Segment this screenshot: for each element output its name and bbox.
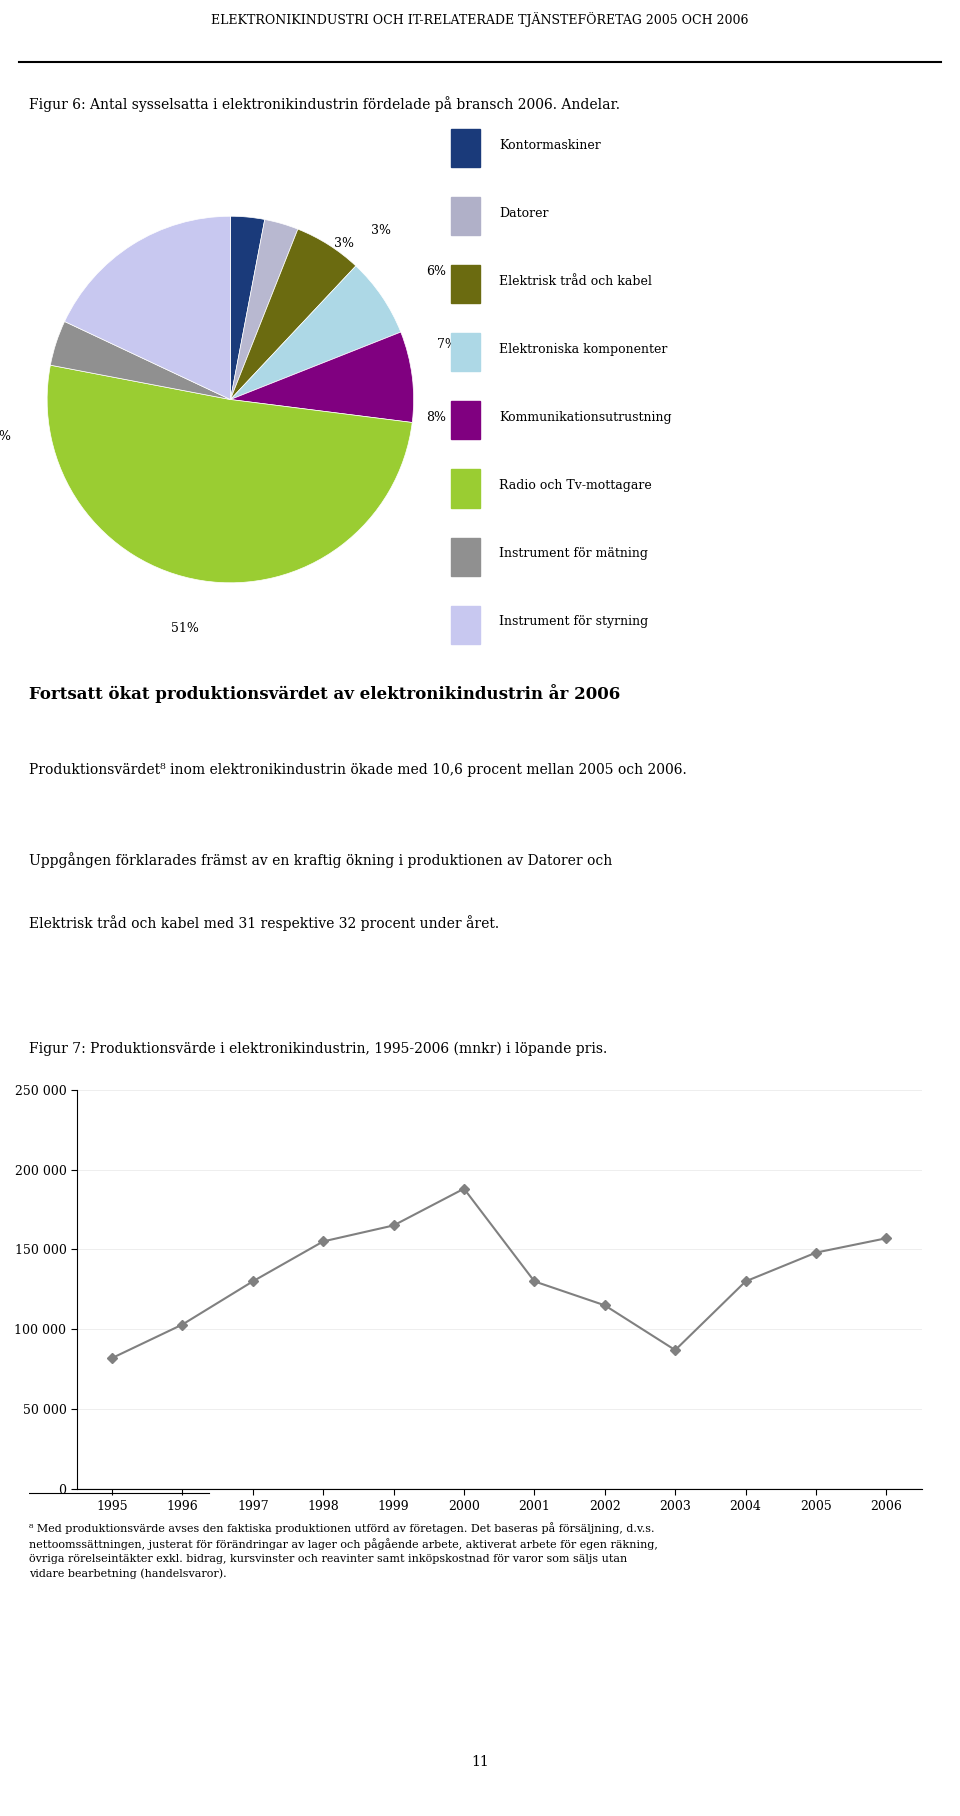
Text: Figur 6: Antal sysselsatta i elektronikindustrin fördelade på bransch 2006. Ande: Figur 6: Antal sysselsatta i elektroniki… — [29, 96, 620, 113]
Bar — [451, 605, 480, 643]
Bar — [451, 538, 480, 576]
Text: 11: 11 — [471, 1754, 489, 1769]
Wedge shape — [64, 216, 230, 400]
Wedge shape — [230, 332, 414, 423]
Bar — [451, 265, 480, 303]
Text: Elektrisk tråd och kabel med 31 respektive 32 procent under året.: Elektrisk tråd och kabel med 31 respekti… — [29, 915, 499, 932]
Wedge shape — [47, 365, 412, 583]
Text: 3%: 3% — [334, 238, 354, 251]
Text: Uppgången förklarades främst av en kraftig ökning i produktionen av Datorer och: Uppgången förklarades främst av en kraft… — [29, 852, 612, 868]
Bar — [451, 470, 480, 507]
Text: ⁸ Med produktionsvärde avses den faktiska produktionen utförd av företagen. Det : ⁸ Med produktionsvärde avses den faktisk… — [29, 1522, 658, 1580]
Text: 51%: 51% — [171, 623, 199, 636]
Text: 8%: 8% — [425, 412, 445, 425]
Bar — [451, 334, 480, 372]
Bar — [451, 129, 480, 167]
Bar — [451, 401, 480, 439]
Text: Radio och Tv-mottagare: Radio och Tv-mottagare — [499, 479, 652, 492]
Text: 3%: 3% — [371, 225, 391, 238]
Text: ELEKTRONIKINDUSTRI OCH IT-RELATERADE TJÄNSTEFÖRETAG 2005 OCH 2006: ELEKTRONIKINDUSTRI OCH IT-RELATERADE TJÄ… — [211, 13, 749, 27]
Text: Elektroniska komponenter: Elektroniska komponenter — [499, 343, 667, 356]
Wedge shape — [230, 216, 265, 400]
Text: 7%: 7% — [437, 338, 457, 350]
Bar — [451, 198, 480, 236]
Text: Produktionsvärdet⁸ inom elektronikindustrin ökade med 10,6 procent mellan 2005 o: Produktionsvärdet⁸ inom elektronikindust… — [29, 763, 686, 777]
Text: Instrument för mätning: Instrument för mätning — [499, 547, 648, 561]
Text: Instrument för styrning: Instrument för styrning — [499, 616, 648, 628]
Text: Kontormaskiner: Kontormaskiner — [499, 138, 601, 153]
Wedge shape — [230, 265, 401, 400]
Text: Fortsatt ökat produktionsvärdet av elektronikindustrin år 2006: Fortsatt ökat produktionsvärdet av elekt… — [29, 685, 620, 703]
Text: Datorer: Datorer — [499, 207, 549, 220]
Wedge shape — [50, 321, 230, 400]
Text: Figur 7: Produktionsvärde i elektronikindustrin, 1995-2006 (mnkr) i löpande pris: Figur 7: Produktionsvärde i elektronikin… — [29, 1042, 607, 1055]
Wedge shape — [230, 229, 356, 400]
Wedge shape — [230, 220, 298, 400]
Text: Elektrisk tråd och kabel: Elektrisk tråd och kabel — [499, 274, 652, 289]
Text: 6%: 6% — [425, 265, 445, 278]
Text: 4%: 4% — [0, 430, 12, 443]
Text: Kommunikationsutrustning: Kommunikationsutrustning — [499, 410, 672, 425]
